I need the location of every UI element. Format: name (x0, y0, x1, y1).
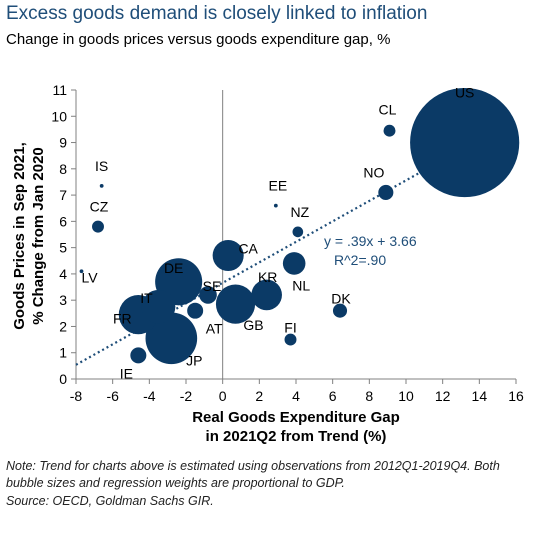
bubble-lv (79, 269, 84, 274)
point-label-nl: NL (292, 277, 310, 293)
x-tick-label: -4 (143, 388, 156, 404)
bubble-jp (145, 312, 198, 365)
y-tick-label: 3 (59, 292, 67, 308)
bubble-fi (284, 333, 297, 346)
point-label-de: DE (164, 260, 183, 276)
y-tick-label: 8 (59, 161, 67, 177)
x-tick-label: 16 (508, 388, 524, 404)
bubble-ee (273, 203, 278, 208)
y-tick-label: 2 (59, 318, 67, 334)
chart-subtitle: Change in goods prices versus goods expe… (6, 31, 391, 48)
annotation-layer: y = .39x + 3.66 R^2=.90 (324, 233, 417, 268)
chart-title: Excess goods demand is closely linked to… (6, 3, 428, 24)
regression-equation: y = .39x + 3.66 (324, 233, 417, 249)
y-tick-label: 9 (59, 135, 67, 151)
source-line: Source: OECD, Goldman Sachs GIR. (6, 494, 214, 508)
bubble-dk (332, 303, 348, 318)
point-label-ie: IE (120, 365, 133, 381)
x-tick-label: 10 (398, 388, 414, 404)
y-axis-title-line-2: % Change from Jan 2020 (30, 147, 47, 325)
x-tick-label: 14 (472, 388, 488, 404)
point-label-us: US (455, 85, 474, 101)
x-tick-label: 8 (365, 388, 373, 404)
y-tick-label: 10 (51, 108, 67, 124)
y-axis-title-line-1: Goods Prices in Sep 2021, (11, 142, 28, 330)
point-label-gb: GB (243, 317, 263, 333)
bubble-is (99, 184, 104, 188)
point-label-is: IS (95, 158, 108, 174)
note-line-1: Note: Trend for charts above is estimate… (6, 459, 500, 473)
note-line-2: bubble sizes and regression weights are … (6, 476, 345, 490)
point-label-nz: NZ (290, 204, 309, 220)
x-tick-label: 12 (435, 388, 451, 404)
y-tick-label: 5 (59, 240, 67, 256)
point-label-se: SE (203, 278, 222, 294)
y-tick-label: 6 (59, 213, 67, 229)
regression-r-squared: R^2=.90 (334, 252, 386, 268)
point-label-jp: JP (186, 352, 202, 368)
x-tick-label: 4 (292, 388, 300, 404)
bubble-gb (215, 284, 256, 324)
bubble-ie (130, 347, 147, 364)
x-tick-label: 0 (219, 388, 227, 404)
point-label-no: NO (363, 164, 384, 180)
y-tick-label: 4 (59, 266, 67, 282)
bubble-cl (383, 124, 396, 137)
x-axis-title-line-2: in 2021Q2 from Trend (%) (206, 428, 387, 445)
y-tick-label: 0 (59, 371, 67, 387)
bubble-ca (212, 239, 244, 272)
bubble-kr (251, 279, 282, 311)
point-label-kr: KR (258, 269, 277, 285)
bubble-cz (92, 220, 104, 233)
x-tick-label: 6 (329, 388, 337, 404)
x-tick-label: -6 (106, 388, 119, 404)
point-label-dk: DK (331, 291, 351, 307)
x-tick-label: 2 (255, 388, 263, 404)
point-label-at: AT (206, 321, 223, 337)
bubble-nz (292, 226, 304, 238)
x-axis-title-line-1: Real Goods Expenditure Gap (192, 409, 400, 426)
y-tick-label: 11 (52, 82, 67, 98)
point-label-lv: LV (81, 269, 98, 285)
x-tick-label: -2 (180, 388, 193, 404)
bubble-se (199, 286, 217, 304)
point-label-fr: FR (113, 311, 132, 327)
bubble-it (141, 289, 176, 324)
point-label-ee: EE (268, 178, 287, 194)
y-tick-label: 7 (59, 187, 67, 203)
bubble-us (410, 87, 520, 198)
point-label-cz: CZ (90, 199, 109, 215)
bubbles-layer (79, 87, 520, 365)
point-label-cl: CL (379, 102, 397, 118)
bubble-nl (282, 252, 306, 275)
bubble-at (187, 302, 204, 319)
point-label-it: IT (140, 290, 153, 306)
point-label-fi: FI (284, 320, 296, 336)
y-tick-label: 1 (59, 345, 67, 361)
bubble-no (378, 184, 394, 200)
point-label-ca: CA (238, 241, 258, 257)
x-tick-label: -8 (70, 388, 83, 404)
